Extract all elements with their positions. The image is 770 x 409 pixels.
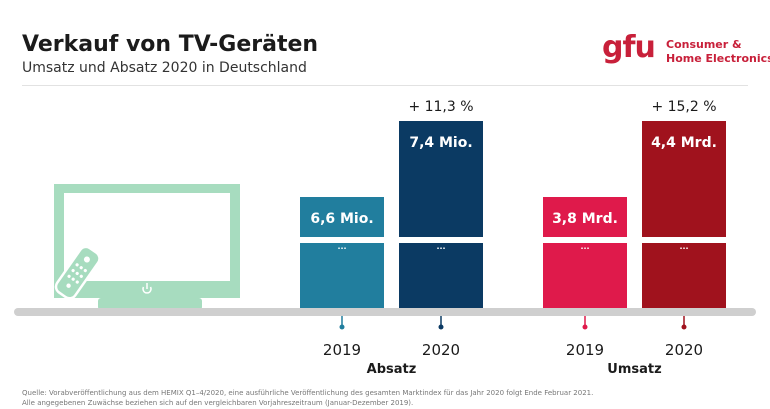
chart-title: Verkauf von TV-Geräten xyxy=(22,32,319,57)
header-divider xyxy=(22,85,748,86)
gfu-logo: gfu Consumer & Home Electronics xyxy=(602,30,770,74)
value-label-umsatz-2019: 3,8 Mrd. xyxy=(552,211,618,227)
tick-dot-umsatz-2020 xyxy=(681,324,687,330)
bar-umsatz-2019-lower xyxy=(543,243,627,308)
value-label-absatz-2020: 7,4 Mio. xyxy=(409,135,472,151)
value-label-umsatz-2020: 4,4 Mrd. xyxy=(651,135,717,151)
bar-absatz-2020-lower xyxy=(399,243,483,308)
tick-dot-umsatz-2019 xyxy=(582,324,588,330)
value-label-absatz-2019: 6,6 Mio. xyxy=(310,211,373,227)
chart-subtitle: Umsatz und Absatz 2020 in Deutschland xyxy=(22,60,307,76)
bars: 6,6 Mio.... 2019 7,4 Mio.... + 11,3 % 2020 Ab… xyxy=(300,99,726,377)
year-label-umsatz-2019: 2019 xyxy=(566,341,604,359)
tv-icon xyxy=(54,184,240,310)
remote-control-icon xyxy=(54,245,101,300)
bar-absatz-2020-upper xyxy=(399,121,483,237)
tv-stand xyxy=(98,298,202,310)
footnote-source: Quelle: Vorabveröffentlichung aus dem HE… xyxy=(22,389,594,397)
bar-umsatz-2020-lower xyxy=(642,243,726,308)
power-icon xyxy=(142,283,152,294)
group-label-absatz: Absatz xyxy=(367,362,417,377)
break-marker-umsatz-2019: ... xyxy=(580,242,589,251)
tv-illustration xyxy=(54,184,240,310)
bar-umsatz-2020-upper xyxy=(642,121,726,237)
tick-dot-absatz-2019 xyxy=(339,324,345,330)
growth-label-absatz-2020: + 11,3 % xyxy=(408,99,473,115)
break-marker-absatz-2019: ... xyxy=(337,242,346,251)
footnote-comparison: Alle angegebenen Zuwächse beziehen sich … xyxy=(22,399,414,407)
bar-absatz-2019-upper xyxy=(300,197,384,237)
break-marker-absatz-2020: ... xyxy=(436,242,445,251)
break-marker-umsatz-2020: ... xyxy=(679,242,688,251)
year-label-absatz-2020: 2020 xyxy=(422,341,460,359)
logo-text-line2: Home Electronics xyxy=(666,52,770,65)
tick-dot-absatz-2020 xyxy=(438,324,444,330)
growth-label-umsatz-2020: + 15,2 % xyxy=(651,99,716,115)
chart-baseline xyxy=(14,308,756,316)
bar-umsatz-2019-upper xyxy=(543,197,627,237)
logo-mark: gfu xyxy=(602,30,656,65)
year-label-absatz-2019: 2019 xyxy=(323,341,361,359)
bar-absatz-2019-lower xyxy=(300,243,384,308)
group-label-umsatz: Umsatz xyxy=(607,362,661,377)
logo-text-line1: Consumer & xyxy=(666,38,742,51)
year-label-umsatz-2020: 2020 xyxy=(665,341,703,359)
